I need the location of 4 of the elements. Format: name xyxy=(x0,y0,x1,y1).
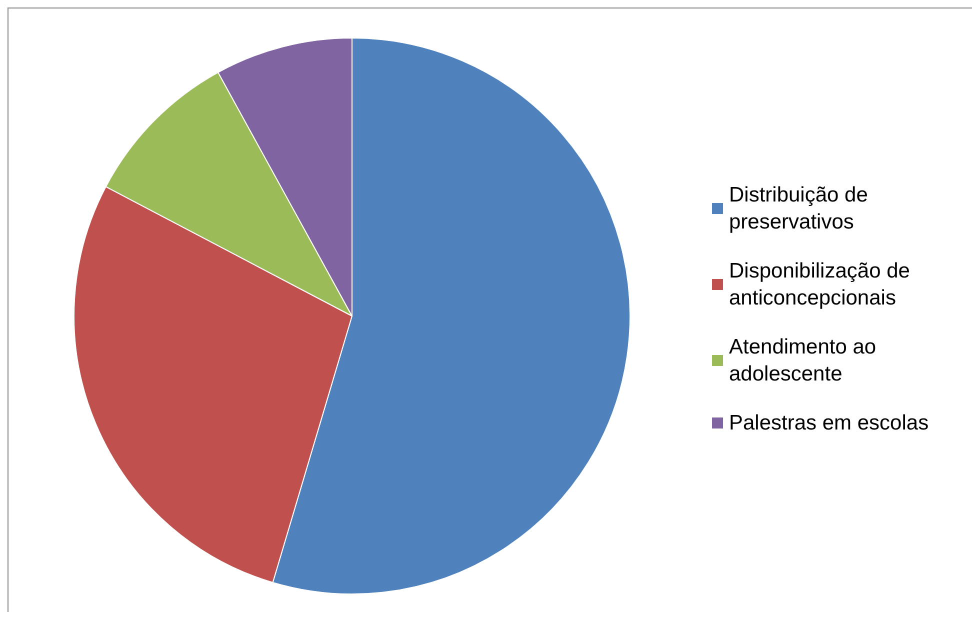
legend-label: Atendimento ao adolescente xyxy=(729,336,882,386)
legend-label: Distribuição de preservativos xyxy=(729,184,874,234)
legend-label: Disponibilização de anticoncepcionais xyxy=(729,260,916,310)
legend-label: Palestras em escolas xyxy=(729,412,929,434)
